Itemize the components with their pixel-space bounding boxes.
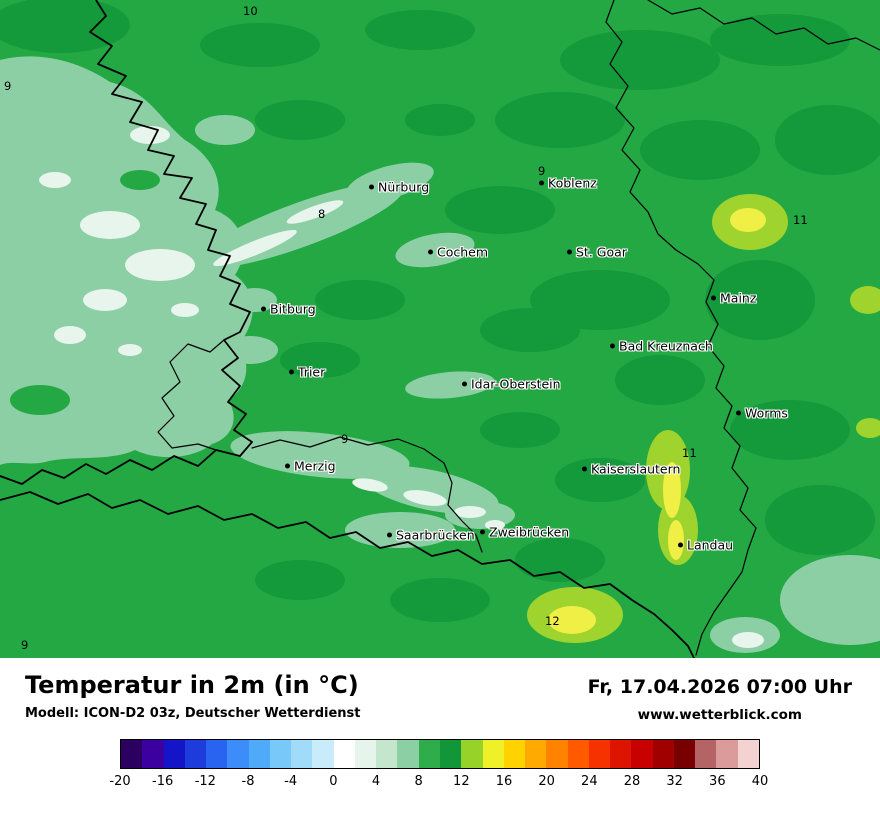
- terrain-dark-green-patches: [0, 0, 880, 622]
- legend-tick-label: 16: [495, 774, 513, 789]
- legend-color-block: [439, 740, 462, 768]
- border-lines: [0, 0, 880, 658]
- legend-color-block: [333, 740, 355, 768]
- footer: Temperatur in 2m (in °C) Modell: ICON-D2…: [0, 658, 880, 830]
- legend-color-block: [482, 740, 504, 768]
- legend-color-block: [610, 740, 632, 768]
- page-title: Temperatur in 2m (in °C): [25, 671, 359, 699]
- legend-color-block: [142, 740, 164, 768]
- legend-color-block: [269, 740, 292, 768]
- legend-color-block: [354, 740, 377, 768]
- temperature-legend: -20 -16 -12 -8 -4 0 4 8 12 16 20 24 28 32 36 40: [109, 739, 768, 792]
- legend-color-block: [525, 740, 547, 768]
- legend-tick-label: 36: [709, 774, 726, 789]
- website-url: www.wetterblick.com: [637, 707, 802, 723]
- map-terrain: [0, 0, 880, 658]
- terrain-yellow-patches: [548, 208, 766, 634]
- legend-color-block: [737, 740, 759, 768]
- weather-map: Nürburg Koblenz Cochem St. Goar Bitburg Mainz…: [0, 0, 880, 658]
- legend-color-block: [461, 740, 483, 768]
- legend-color-bar: [120, 739, 760, 769]
- legend-color-block: [588, 740, 611, 768]
- terrain-green-holes: [10, 170, 160, 415]
- legend-color-block: [503, 740, 526, 768]
- legend-color-block: [631, 740, 653, 768]
- legend-color-block: [716, 740, 738, 768]
- footer-right: Fr, 17.04.2026 07:00 Uhr www.wetterblick…: [588, 672, 852, 723]
- forecast-datetime: Fr, 17.04.2026 07:00 Uhr: [587, 676, 852, 698]
- footer-text-row: Temperatur in 2m (in °C) Modell: ICON-D2…: [0, 658, 880, 723]
- legend-color-block: [227, 740, 249, 768]
- model-info: Modell: ICON-D2 03z, Deutscher Wetterdie…: [25, 706, 361, 722]
- legend-tick-label: 28: [623, 774, 641, 789]
- legend-color-block: [652, 740, 674, 768]
- legend-color-block: [418, 740, 440, 768]
- legend-tick-label: 12: [453, 774, 470, 789]
- legend-tick-label: 24: [581, 774, 598, 789]
- legend-color-block: [546, 740, 568, 768]
- legend-color-block: [397, 740, 419, 768]
- legend-color-block: [206, 740, 228, 768]
- legend-color-block: [184, 740, 207, 768]
- legend-tick-label: 4: [371, 774, 381, 789]
- legend-tick-label: 32: [666, 774, 683, 789]
- legend-color-block: [376, 740, 398, 768]
- legend-tick-label: -8: [241, 774, 255, 789]
- footer-left: Temperatur in 2m (in °C) Modell: ICON-D2…: [25, 671, 361, 722]
- legend-color-block: [121, 740, 143, 768]
- legend-tick-label: -20: [109, 774, 131, 789]
- legend-tick-label: -4: [284, 774, 298, 789]
- legend-color-block: [291, 740, 313, 768]
- legend-tick-label: -12: [194, 774, 216, 789]
- legend-tick-label: -16: [152, 774, 174, 789]
- legend-color-block: [163, 740, 185, 768]
- terrain-white-patches: [39, 126, 764, 648]
- legend-color-block: [312, 740, 334, 768]
- legend-tick-label: 8: [414, 774, 423, 789]
- legend-color-block: [248, 740, 270, 768]
- legend-tick-label: 40: [751, 774, 769, 789]
- legend-tick-label: 20: [538, 774, 555, 789]
- legend-color-block: [673, 740, 696, 768]
- legend-tick-label: 0: [329, 774, 338, 789]
- legend-color-block: [695, 740, 717, 768]
- legend-color-block: [567, 740, 589, 768]
- legend-tick-row: -20 -16 -12 -8 -4 0 4 8 12 16 20 24 28 32 36 40: [109, 774, 768, 792]
